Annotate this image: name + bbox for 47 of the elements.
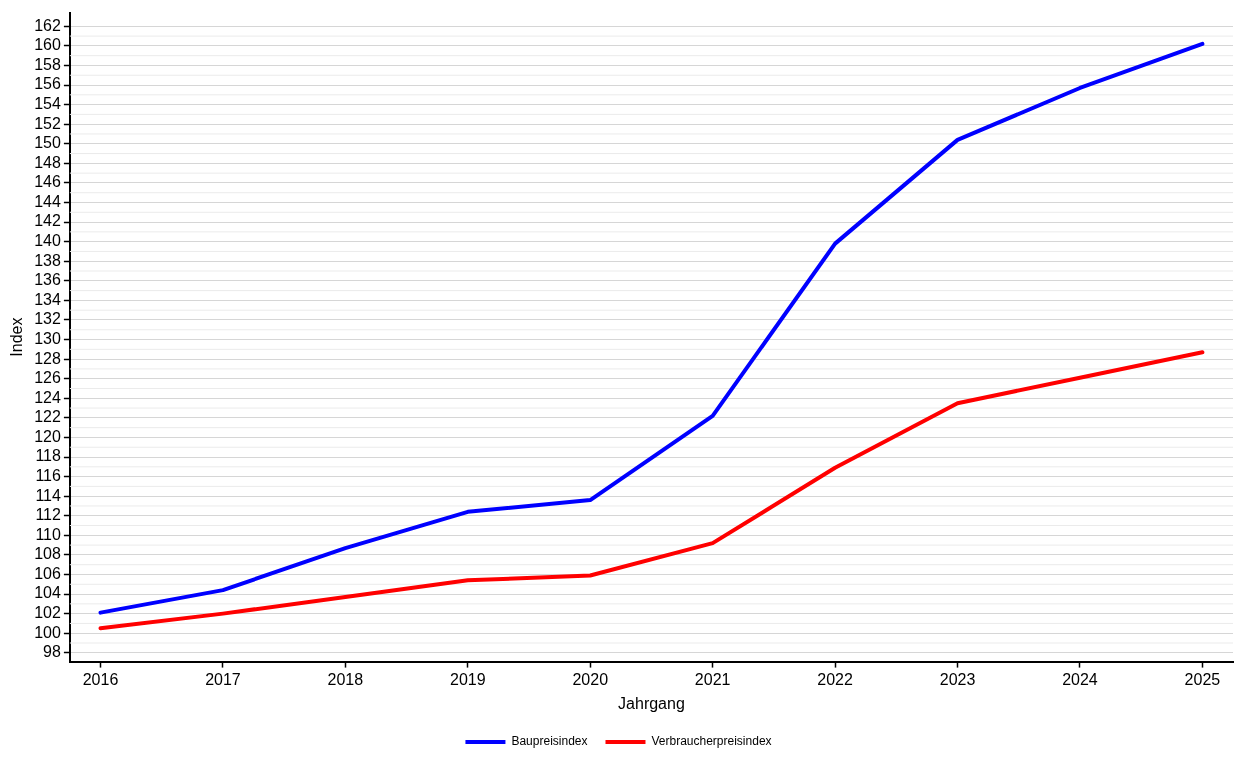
- y-tick-label: 162: [34, 16, 61, 34]
- y-tick-label: 130: [34, 329, 61, 347]
- y-tick-label: 144: [34, 192, 61, 210]
- x-tick-label: 2019: [450, 670, 486, 688]
- x-tick-label: 2016: [82, 670, 119, 688]
- y-tick-label: 134: [34, 290, 61, 308]
- y-tick-label: 120: [34, 427, 61, 445]
- x-tick-label: 2021: [694, 670, 731, 688]
- y-tick-label: 136: [34, 271, 61, 289]
- x-tick-label: 2025: [1184, 670, 1221, 688]
- y-tick-label: 126: [34, 369, 61, 387]
- y-tick-label: 100: [34, 623, 61, 641]
- y-tick-label: 104: [34, 584, 61, 602]
- y-tick-label: 98: [43, 643, 61, 661]
- x-tick-label: 2017: [205, 670, 241, 688]
- y-tick-label: 160: [34, 36, 61, 54]
- y-tick-label: 108: [34, 545, 61, 563]
- y-tick-label: 154: [34, 95, 61, 113]
- y-tick-label: 106: [34, 564, 61, 582]
- y-tick-label: 122: [34, 408, 61, 426]
- y-tick-label: 148: [34, 153, 61, 171]
- y-tick-label: 114: [35, 486, 61, 504]
- y-tick-label: 112: [35, 506, 61, 524]
- y-tick-label: 124: [34, 388, 61, 406]
- y-tick-label: 150: [34, 134, 61, 152]
- x-tick-label: 2018: [327, 670, 364, 688]
- x-tick-label: 2022: [817, 670, 853, 688]
- y-tick-label: 128: [34, 349, 61, 367]
- y-tick-label: 140: [34, 232, 61, 250]
- y-tick-label: 138: [34, 251, 61, 269]
- y-tick-label: 156: [34, 75, 61, 93]
- y-tick-label: 132: [34, 310, 61, 328]
- y-tick-label: 158: [34, 55, 61, 73]
- y-tick-label: 146: [34, 173, 61, 191]
- legend-label: Verbraucherpreisindex: [651, 734, 772, 749]
- y-tick-label: 142: [34, 212, 61, 230]
- y-tick-label: 110: [35, 525, 61, 543]
- y-axis-title: Index: [8, 317, 26, 357]
- y-tick-label: 118: [35, 447, 61, 465]
- y-tick-label: 116: [35, 467, 61, 484]
- x-tick-label: 2020: [572, 670, 609, 688]
- x-axis-title: Jahrgang: [618, 694, 685, 712]
- x-tick-label: 2023: [939, 670, 976, 688]
- y-tick-label: 152: [34, 114, 61, 132]
- x-tick-label: 2024: [1062, 670, 1098, 688]
- y-tick-label: 102: [34, 604, 61, 622]
- legend-label: Baupreisindex: [511, 734, 588, 749]
